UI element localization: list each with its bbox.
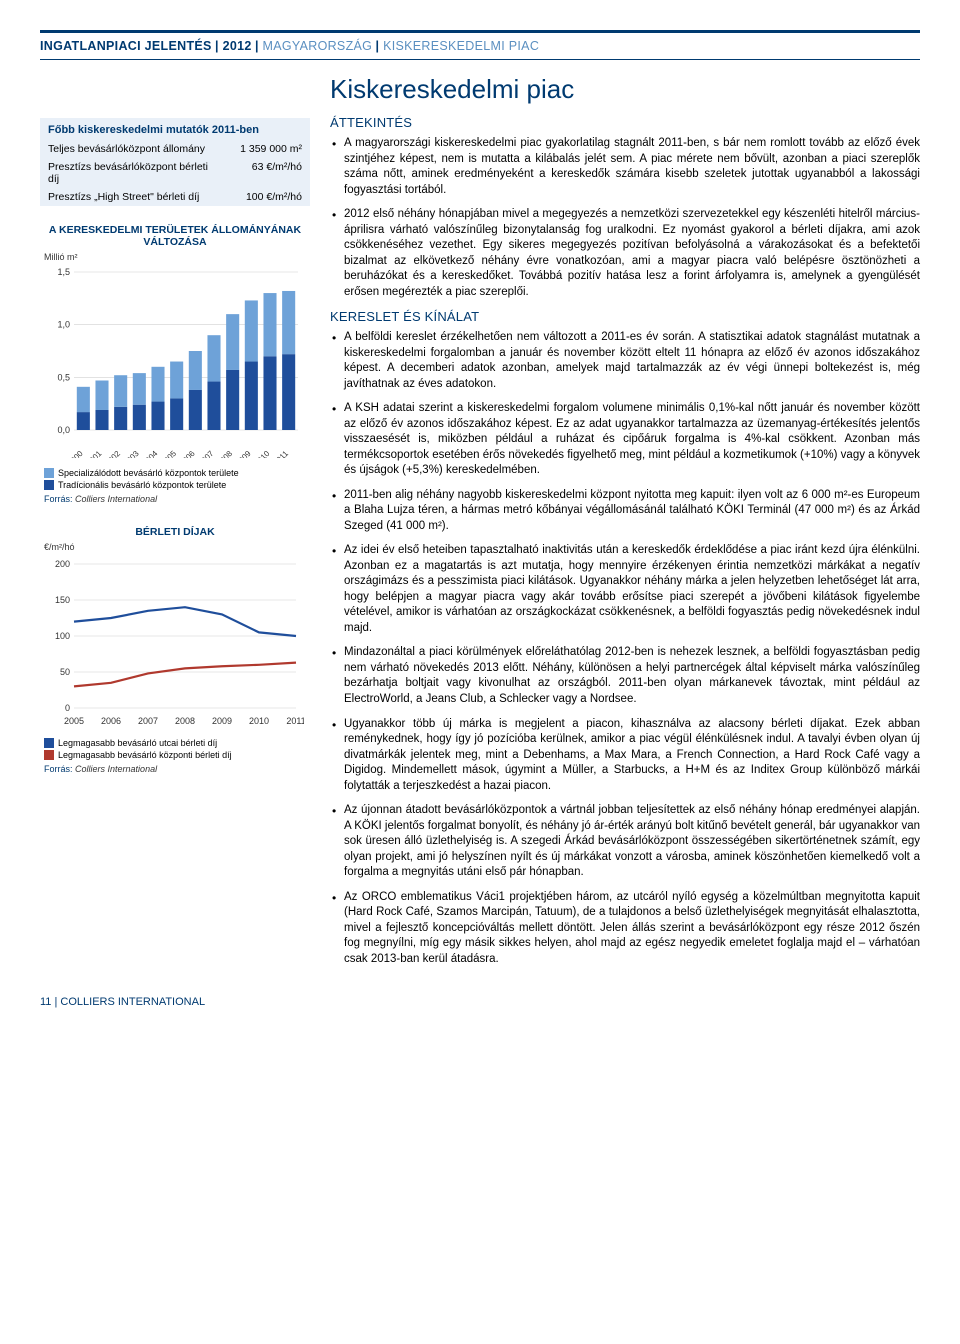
svg-text:2003: 2003	[122, 449, 141, 458]
kpi-label: Teljes bevásárlóközpont állomány	[48, 143, 205, 155]
svg-text:1,0: 1,0	[57, 320, 70, 330]
page-number: 11	[40, 996, 51, 1008]
body-bullet: Ugyanakkor több új márka is megjelent a …	[330, 717, 920, 795]
legend-item: Legmagasabb bevásárló központi bérleti d…	[44, 750, 310, 760]
main-content: Kiskereskedelmi piac ÁTTEKINTÉS A magyar…	[330, 74, 920, 976]
body-bullet: A KSH adatai szerint a kiskereskedelmi f…	[330, 401, 920, 479]
footer: 11 | COLLIERS INTERNATIONAL	[40, 996, 920, 1008]
legend-item: Specializálódott bevásárló központok ter…	[44, 468, 310, 478]
kpi-value: 63 €/m²/hó	[252, 161, 302, 185]
hdr-sep3: |	[376, 39, 384, 53]
kpi-title: Főbb kiskereskedelmi mutatók 2011-ben	[40, 118, 310, 140]
hdr-p4: KISKERESKEDELMI PIAC	[383, 39, 539, 53]
legend-swatch	[44, 468, 54, 478]
svg-text:2005: 2005	[159, 449, 178, 458]
svg-text:2008: 2008	[215, 449, 234, 458]
svg-text:2008: 2008	[175, 716, 195, 726]
kpi-value: 100 €/m²/hó	[246, 191, 302, 203]
chart2-legend: Legmagasabb bevásárló utcai bérleti díj L…	[44, 738, 310, 760]
svg-text:2001: 2001	[84, 449, 103, 458]
chart1-source: Forrás: Colliers International	[44, 494, 310, 504]
body-bullet: Mindazonáltal a piaci körülmények előrel…	[330, 645, 920, 707]
svg-text:2009: 2009	[212, 716, 232, 726]
kpi-label: Presztízs „High Street" bérleti díj	[48, 191, 199, 203]
chart1-wrap: A KERESKEDELMI TERÜLETEK ÁLLOMÁNYÁNAK VÁ…	[40, 224, 310, 504]
chart2-ylabel: €/m²/hó	[44, 542, 310, 552]
kpi-row: Teljes bevásárlóközpont állomány 1 359 00…	[40, 140, 310, 158]
chart1-svg: 0,0 0,5 1,0 1,5 2000200120022003200420052006…	[44, 268, 304, 458]
svg-text:2000: 2000	[66, 449, 85, 458]
s2-list: A belföldi kereslet érzékelhetően nem vá…	[330, 330, 920, 967]
chart2-title: BÉRLETI DÍJAK	[40, 526, 310, 538]
s1-list: A magyarországi kiskereskedelmi piac gya…	[330, 136, 920, 300]
body-bullet: A magyarországi kiskereskedelmi piac gya…	[330, 136, 920, 198]
chart2-source: Forrás: Colliers International	[44, 764, 310, 774]
body-bullet: A belföldi kereslet érzékelhetően nem vá…	[330, 330, 920, 392]
svg-text:150: 150	[55, 595, 70, 605]
svg-text:200: 200	[55, 559, 70, 569]
chart1-ylabel: Millió m²	[44, 252, 310, 262]
hdr-p3: MAGYARORSZÁG	[263, 39, 373, 53]
kpi-row: Presztízs „High Street" bérleti díj 100 €…	[40, 188, 310, 206]
sidebar: Főbb kiskereskedelmi mutatók 2011-ben Te…	[40, 74, 310, 976]
svg-text:2006: 2006	[101, 716, 121, 726]
hdr-year: 2012	[223, 39, 252, 53]
hdr-sep1: |	[215, 39, 223, 53]
hdr-p1: INGATLANPIACI JELENTÉS	[40, 39, 212, 53]
s2-title: KERESLET ÉS KÍNÁLAT	[330, 309, 920, 324]
svg-text:2002: 2002	[103, 449, 122, 458]
legend-label: Tradícionális bevásárló központok terüle…	[58, 480, 226, 490]
legend-label: Legmagasabb bevásárló utcai bérleti díj	[58, 738, 217, 748]
body-bullet: Az ORCO emblematikus Váci1 projektjében …	[330, 890, 920, 968]
body-bullet: Az újonnan átadott bevásárlóközpontok a …	[330, 803, 920, 881]
svg-text:0: 0	[65, 703, 70, 713]
body-bullet: 2011-ben alig néhány nagyobb kiskeresked…	[330, 488, 920, 535]
svg-text:50: 50	[60, 667, 70, 677]
header-bar: INGATLANPIACI JELENTÉS | 2012 | MAGYAROR…	[40, 30, 920, 60]
svg-text:2009: 2009	[234, 449, 253, 458]
legend-swatch	[44, 750, 54, 760]
svg-text:1,5: 1,5	[57, 268, 70, 277]
legend-label: Legmagasabb bevásárló központi bérleti d…	[58, 750, 232, 760]
legend-item: Legmagasabb bevásárló utcai bérleti díj	[44, 738, 310, 748]
main-title: Kiskereskedelmi piac	[330, 74, 920, 105]
legend-swatch	[44, 480, 54, 490]
legend-label: Specializálódott bevásárló központok ter…	[58, 468, 239, 478]
svg-text:2005: 2005	[64, 716, 84, 726]
chart2-wrap: BÉRLETI DÍJAK €/m²/hó 0 50 100 150 200 2005 20…	[40, 526, 310, 774]
kpi-row: Presztízs bevásárlóközpont bérleti díj 63…	[40, 158, 310, 188]
svg-text:2011: 2011	[272, 449, 291, 458]
s1-title: ÁTTEKINTÉS	[330, 115, 920, 130]
chart2-svg: 0 50 100 150 200 2005 2006 2007 2008 2009 2010 2011	[44, 558, 304, 728]
kpi-label: Presztízs bevásárlóközpont bérleti díj	[48, 161, 208, 185]
hdr-sep2: |	[255, 39, 263, 53]
chart1-title: A KERESKEDELMI TERÜLETEK ÁLLOMÁNYÁNAK VÁ…	[40, 224, 310, 248]
kpi-box: Főbb kiskereskedelmi mutatók 2011-ben Te…	[40, 118, 310, 206]
body-bullet: 2012 első néhány hónapjában mivel a mege…	[330, 207, 920, 300]
kpi-value: 1 359 000 m²	[240, 143, 302, 155]
svg-text:2007: 2007	[138, 716, 158, 726]
svg-text:2010: 2010	[249, 716, 269, 726]
svg-text:100: 100	[55, 631, 70, 641]
svg-text:2010: 2010	[252, 449, 271, 458]
svg-text:0,0: 0,0	[57, 425, 70, 435]
chart1-legend: Specializálódott bevásárló központok ter…	[44, 468, 310, 490]
body-bullet: Az idei év első heteiben tapasztalható i…	[330, 543, 920, 636]
legend-item: Tradícionális bevásárló központok terüle…	[44, 480, 310, 490]
svg-text:2007: 2007	[196, 449, 215, 458]
svg-text:2004: 2004	[140, 449, 159, 458]
svg-text:2006: 2006	[178, 449, 197, 458]
svg-text:0,5: 0,5	[57, 372, 70, 382]
footer-text: COLLIERS INTERNATIONAL	[60, 996, 205, 1008]
svg-text:2011: 2011	[286, 716, 304, 726]
legend-swatch	[44, 738, 54, 748]
